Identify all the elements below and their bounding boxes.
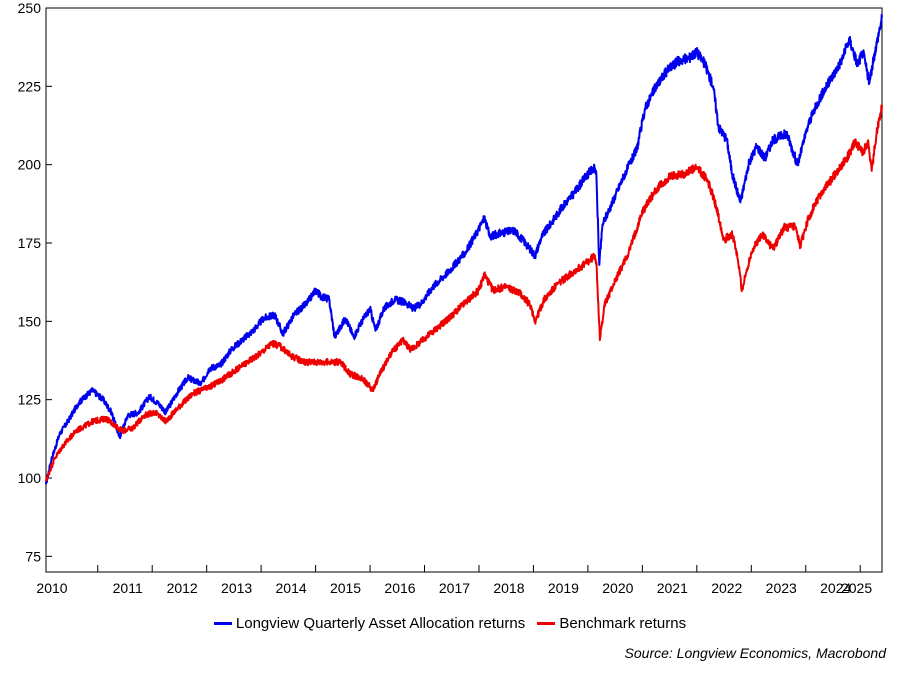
legend-label-allocation: Longview Quarterly Asset Allocation retu… <box>235 615 526 632</box>
legend-swatch-allocation <box>213 622 232 625</box>
y-tick-label: 75 <box>25 548 41 564</box>
y-tick-label: 100 <box>18 470 42 486</box>
x-tick-label: 2016 <box>384 580 415 596</box>
series-layer <box>45 13 883 485</box>
y-tick-label: 125 <box>18 392 42 408</box>
y-tick-label: 150 <box>18 313 42 329</box>
x-tick-label: 2017 <box>439 580 470 596</box>
x-tick-label: 2023 <box>766 580 797 596</box>
x-tick-label: 2013 <box>221 580 252 596</box>
plot-frame <box>45 7 883 573</box>
x-tick-label: 2019 <box>548 580 579 596</box>
legend: Longview Quarterly Asset Allocation retu… <box>0 612 900 632</box>
x-axis: 2010 2011 2012 2013 2014 2015 2016 2017 2018 2019… <box>36 565 872 596</box>
legend-label-benchmark: Benchmark returns <box>559 615 687 632</box>
plot-border <box>45 7 883 573</box>
y-tick-label: 225 <box>18 78 42 94</box>
x-tick-label: 2012 <box>167 580 198 596</box>
x-tick-label: 2025 <box>841 580 872 596</box>
series-line-benchmark <box>45 104 883 482</box>
y-tick-label: 200 <box>18 157 42 173</box>
legend-item-benchmark: Benchmark returns <box>537 615 686 632</box>
chart-svg: 75 100 125 150 175 200 225 250 2010 2011 2012 2013… <box>18 0 883 596</box>
y-tick-label: 175 <box>18 235 42 251</box>
legend-item-allocation: Longview Quarterly Asset Allocation retu… <box>213 615 526 632</box>
x-tick-label: 2022 <box>711 580 742 596</box>
x-tick-label: 2020 <box>602 580 633 596</box>
series-line-allocation <box>45 13 883 485</box>
x-tick-label: 2015 <box>330 580 361 596</box>
source-note: Source: Longview Economics, Macrobond <box>624 645 886 661</box>
x-tick-label: 2011 <box>113 580 143 596</box>
y-tick-label: 250 <box>18 0 42 16</box>
x-tick-label: 2010 <box>36 580 67 596</box>
legend-swatch-benchmark <box>537 622 556 625</box>
x-tick-label: 2018 <box>493 580 524 596</box>
x-tick-label: 2024 <box>820 580 851 596</box>
x-tick-label: 2021 <box>657 580 688 596</box>
x-tick-label: 2014 <box>276 580 307 596</box>
y-axis: 75 100 125 150 175 200 225 250 <box>18 0 52 564</box>
